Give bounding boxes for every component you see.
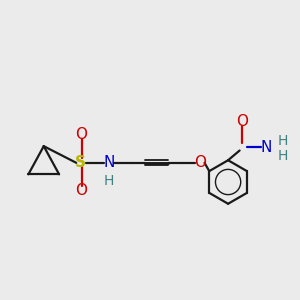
Text: O: O: [194, 155, 206, 170]
Text: H: H: [278, 149, 288, 164]
Text: N: N: [261, 140, 272, 155]
Text: H: H: [278, 134, 288, 148]
Text: O: O: [75, 127, 87, 142]
Text: H: H: [104, 174, 114, 188]
Text: S: S: [75, 155, 86, 170]
Text: O: O: [236, 114, 248, 129]
Text: O: O: [75, 184, 87, 199]
Text: N: N: [103, 155, 115, 170]
